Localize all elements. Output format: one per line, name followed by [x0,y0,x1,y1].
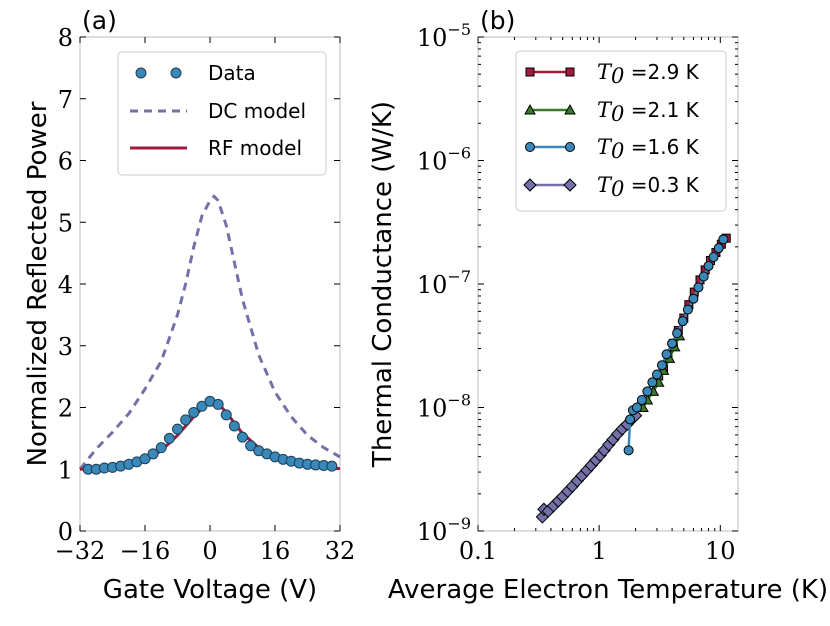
series-circle-point [698,271,709,282]
series-circle-point [623,445,634,456]
panel-a-x-tick-label: −16 [120,537,171,565]
data-point [326,460,338,472]
panel-a-y-tick-label: 8 [58,24,73,52]
series-circle-point [688,293,699,304]
legend-t29-marker-2 [565,67,575,77]
panel-b-legend: T0 =2.9 K T0 =2.1 K T0 =1.6 K T0 =0.3 K [515,50,727,212]
series-circle-point [631,402,642,413]
panel-a-y-axis-label: Normalized Reflected Power [23,101,53,466]
series-circle-point [693,282,704,293]
panel-a-y-tick-label: 3 [58,333,73,361]
panel-a-x-tick-label: 0 [202,537,217,565]
panel-b-x-axis-label: Average Electron Temperature (K) [388,575,828,605]
series-circle-point [625,414,636,425]
data-point [172,423,183,435]
panel-a-legend-box [117,51,327,176]
panel-a-ticks: −32 −16 0 16 32 0 1 2 3 4 5 6 7 8 [55,24,356,565]
series-circle-point [667,338,678,349]
series-circle-point [647,377,658,388]
panel-b-y-tick-label: 10−6 [417,144,471,176]
panel-b-legend-box [515,50,727,212]
data-point [180,414,192,426]
series-circle-point [642,386,653,397]
panel-a-x-tick-label: 16 [260,537,291,565]
legend-t16-marker-1 [525,142,535,152]
panel-b-label: (b) [480,6,515,35]
panel-b: 0.1 1 10 10−9 10−8 10−7 10−6 10−5 (b) Average E… [368,6,828,605]
legend-t21-marker-1 [524,103,536,115]
panel-a-y-tick-label: 5 [58,209,73,237]
series-circle-point [677,316,688,327]
panel-b-y-tick-label: 10−9 [417,514,471,546]
legend-data-label: Data [208,61,256,85]
legend-t29-label: T0 =2.9 K [597,60,700,88]
panel-a-y-tick-label: 4 [58,271,73,299]
legend-t03-marker-1 [523,178,537,192]
panel-a-legend: Data DC model RF model [117,51,327,176]
panel-b-x-tick-label: 0.1 [459,537,497,565]
panel-a-x-tick-label: 32 [325,537,356,565]
panel-a-series [78,194,341,475]
panel-b-y-tick-label: 10−7 [417,267,471,299]
series-circle-point [682,304,693,315]
dc-model-line [78,194,341,471]
panel-a-y-tick-label: 7 [58,86,73,114]
panel-a-label: (a) [82,6,117,35]
data-point [212,398,224,410]
panel-a-y-tick-label: 2 [58,395,73,423]
panel-b-x-tick-label: 1 [592,537,607,565]
series-circle-point [703,260,714,271]
legend-t16-marker-2 [565,142,575,152]
data-point [237,431,248,443]
data-point [188,406,200,418]
panel-b-y-tick-label: 10−8 [417,391,471,423]
panel-b-series [535,233,731,524]
data-point [155,442,167,454]
legend-t21-label: T0 =2.1 K [597,98,700,126]
legend-rf-model-label: RF model [208,136,302,160]
data-point [147,448,159,460]
panel-b-x-tick-label: 10 [705,537,736,565]
legend-data-marker-2 [170,67,182,79]
series-circle-point [661,349,672,360]
series-circle-point [636,395,647,406]
series-circle-point [656,360,667,371]
panel-a-x-tick-label: −32 [55,537,106,565]
series-circle-point [708,252,719,263]
series-circle-point [718,234,729,245]
panel-a-y-tick-label: 6 [58,148,73,176]
panel-a-y-tick-label: 1 [58,456,73,484]
data-point [196,400,208,412]
series-circle-point [672,328,683,339]
panel-a: −32 −16 0 16 32 0 1 2 3 4 5 6 7 8 (a) Gate Voltage (V… [23,6,355,605]
data-point [245,440,257,452]
legend-t21-marker-2 [564,103,576,115]
panel-b-ticks: 0.1 1 10 10−9 10−8 10−7 10−6 10−5 [417,20,738,565]
data-point [163,432,175,444]
legend-t03-marker-2 [563,178,577,192]
panel-a-y-tick-label: 0 [58,518,73,546]
data-point [228,420,240,432]
series-circle-point [651,369,662,380]
panel-b-y-tick-label: 10−5 [417,20,471,52]
legend-t03-label: T0 =0.3 K [597,173,700,201]
data-point [139,453,151,465]
legend-t16-label: T0 =1.6 K [597,135,700,163]
series-circle-point [713,243,724,254]
legend-dc-model-label: DC model [208,99,306,123]
data-point [220,409,232,421]
panel-b-y-axis-label: Thermal Conductance (W/K) [368,101,398,468]
legend-data-marker-1 [135,67,147,79]
legend-t29-marker-1 [525,67,535,77]
panel-a-x-axis-label: Gate Voltage (V) [103,575,317,605]
